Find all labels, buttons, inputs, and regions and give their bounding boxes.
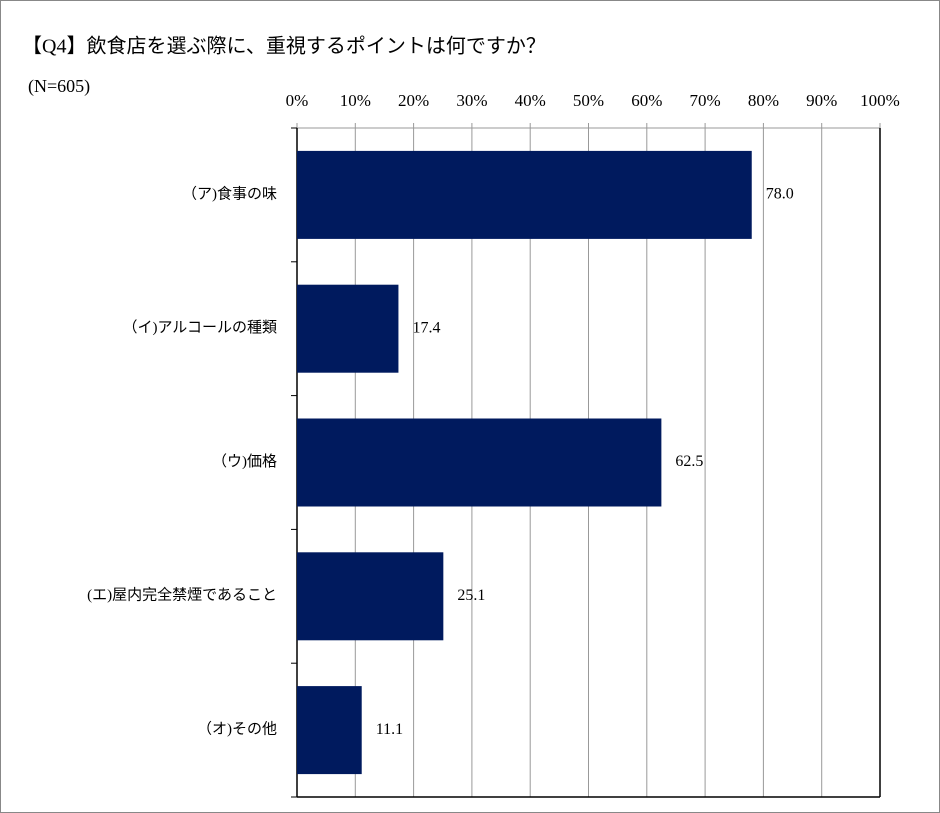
y-tick-label: （イ)アルコールの種類 [122, 319, 277, 336]
chart-subtitle: (N=605) [28, 76, 90, 97]
y-tick-label: （ア)食事の味 [182, 185, 277, 202]
y-tick-label: （ウ)価格 [212, 453, 277, 470]
x-tick-label: 90% [806, 91, 837, 110]
bar [297, 150, 752, 239]
x-tick-label: 80% [748, 91, 779, 110]
bar [297, 418, 662, 507]
x-tick-label: 10% [340, 91, 371, 110]
data-label: 17.4 [412, 319, 440, 336]
bar [297, 552, 444, 641]
x-tick-label: 20% [398, 91, 429, 110]
x-tick-label: 30% [456, 91, 487, 110]
data-label: 25.1 [457, 587, 485, 604]
data-label: 78.0 [766, 186, 794, 203]
y-tick-label: （オ)その他 [197, 721, 277, 738]
bar [297, 686, 362, 775]
chart-title: 【Q4】飲食店を選ぶ際に、重視するポイントは何ですか？ [22, 35, 546, 58]
x-tick-label: 40% [515, 91, 546, 110]
data-label: 62.5 [675, 453, 703, 470]
x-tick-label: 0% [286, 91, 309, 110]
x-tick-label: 60% [631, 91, 662, 110]
x-tick-label: 50% [573, 91, 604, 110]
y-tick-label: (エ)屋内完全禁煙であること [87, 586, 277, 604]
x-tick-label: 70% [690, 91, 721, 110]
data-label: 11.1 [376, 721, 403, 738]
x-tick-label: 100% [860, 91, 900, 110]
bar [297, 284, 399, 373]
